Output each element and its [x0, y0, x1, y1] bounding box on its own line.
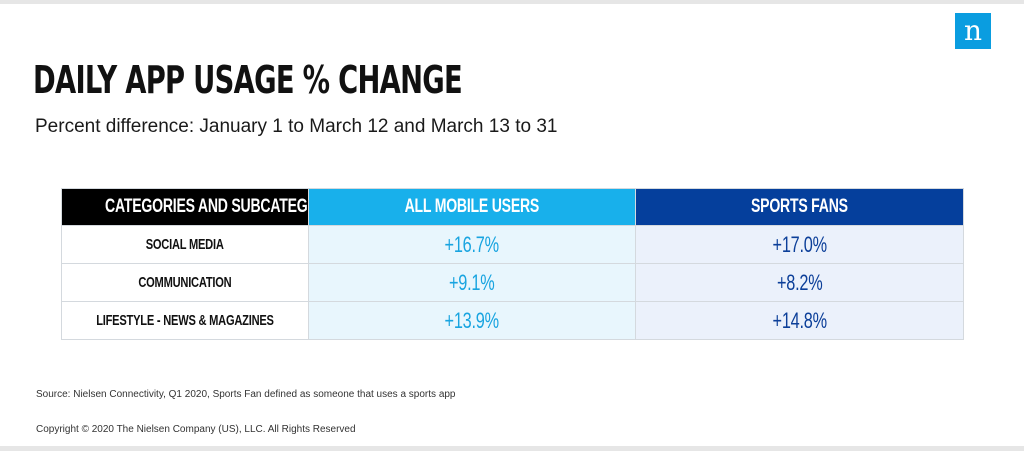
- header-categories: CATEGORIES AND SUBCATEGORIES: [61, 188, 309, 226]
- table-row: COMMUNICATION +9.1% +8.2%: [61, 263, 964, 302]
- nielsen-logo: n: [955, 13, 991, 49]
- cell-sports-fans: +14.8%: [635, 301, 964, 340]
- table-row: SOCIAL MEDIA +16.7% +17.0%: [61, 225, 964, 264]
- cell-sports-fans: +17.0%: [635, 225, 964, 264]
- copyright-note: Copyright © 2020 The Nielsen Company (US…: [36, 424, 356, 435]
- header-all-mobile-users: ALL MOBILE USERS: [308, 188, 636, 226]
- row-category: LIFESTYLE - NEWS & MAGAZINES: [61, 301, 309, 340]
- header-sports-fans: SPORTS FANS: [635, 188, 964, 226]
- cell-all-mobile-users: +13.9%: [308, 301, 636, 340]
- table-row: LIFESTYLE - NEWS & MAGAZINES +13.9% +14.…: [61, 301, 964, 340]
- row-category: SOCIAL MEDIA: [61, 225, 309, 264]
- cell-all-mobile-users: +9.1%: [308, 263, 636, 302]
- chart-title: DAILY APP USAGE % CHANGE: [33, 58, 463, 102]
- logo-letter: n: [963, 14, 983, 47]
- table-header-row: CATEGORIES AND SUBCATEGORIES ALL MOBILE …: [61, 188, 964, 226]
- cell-sports-fans: +8.2%: [635, 263, 964, 302]
- source-note: Source: Nielsen Connectivity, Q1 2020, S…: [36, 389, 456, 400]
- row-category: COMMUNICATION: [61, 263, 309, 302]
- cell-all-mobile-users: +16.7%: [308, 225, 636, 264]
- chart-subtitle: Percent difference: January 1 to March 1…: [35, 116, 558, 137]
- usage-table: CATEGORIES AND SUBCATEGORIES ALL MOBILE …: [61, 188, 964, 340]
